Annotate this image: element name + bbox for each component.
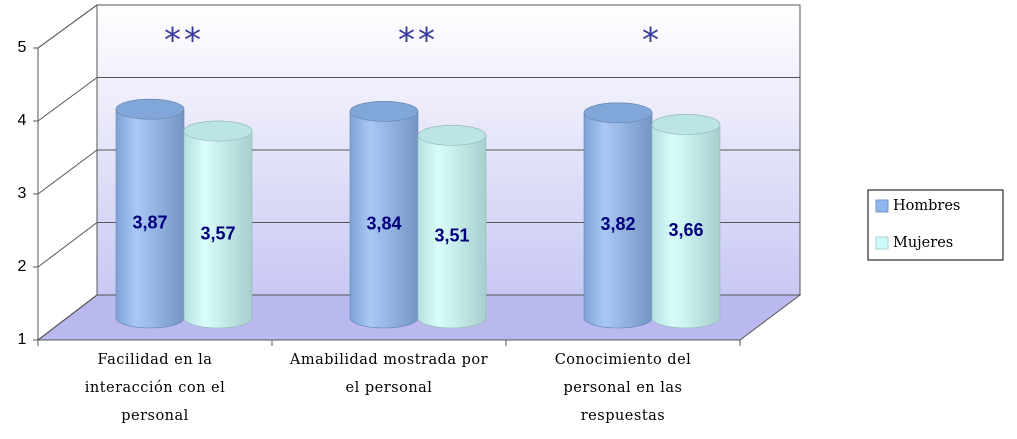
bar-top bbox=[183, 120, 253, 142]
legend-label: Hombres bbox=[893, 198, 960, 214]
bar-top bbox=[115, 98, 185, 120]
x-tick-label: Facilidad en la interacción con el perso… bbox=[84, 352, 226, 424]
value-label: 3,84 bbox=[366, 213, 401, 233]
bar-top bbox=[651, 114, 721, 135]
y-tick-label: 5 bbox=[18, 39, 27, 56]
value-label: 3,87 bbox=[132, 212, 167, 232]
annotation: * bbox=[642, 21, 662, 61]
annotation: ** bbox=[398, 21, 438, 61]
legend-label: Mujeres bbox=[893, 235, 953, 251]
legend-swatch bbox=[875, 236, 889, 250]
grid-line bbox=[37, 222, 98, 268]
value-label: 3,66 bbox=[668, 220, 703, 240]
grid-line bbox=[37, 149, 98, 195]
grid-line bbox=[37, 4, 98, 49]
value-label: 3,57 bbox=[200, 223, 235, 243]
y-tick-label: 4 bbox=[18, 112, 27, 129]
legend-box bbox=[867, 189, 1004, 261]
value-label: 3,51 bbox=[434, 225, 469, 245]
bar-top bbox=[583, 102, 653, 124]
y-tick-label: 2 bbox=[18, 258, 27, 275]
y-tick-label: 1 bbox=[18, 331, 27, 348]
grid-line bbox=[37, 77, 98, 122]
bar-top bbox=[349, 101, 419, 122]
annotation: ** bbox=[164, 21, 204, 61]
value-label: 3,82 bbox=[600, 214, 635, 234]
x-tick-label: Conocimiento del personal en las respues… bbox=[554, 352, 692, 424]
x-tick-label: Amabilidad mostrada por el personal bbox=[289, 352, 489, 396]
y-tick-label: 3 bbox=[18, 185, 27, 202]
grid-line bbox=[37, 294, 98, 341]
bar-top bbox=[417, 125, 487, 146]
legend-swatch bbox=[875, 199, 889, 213]
